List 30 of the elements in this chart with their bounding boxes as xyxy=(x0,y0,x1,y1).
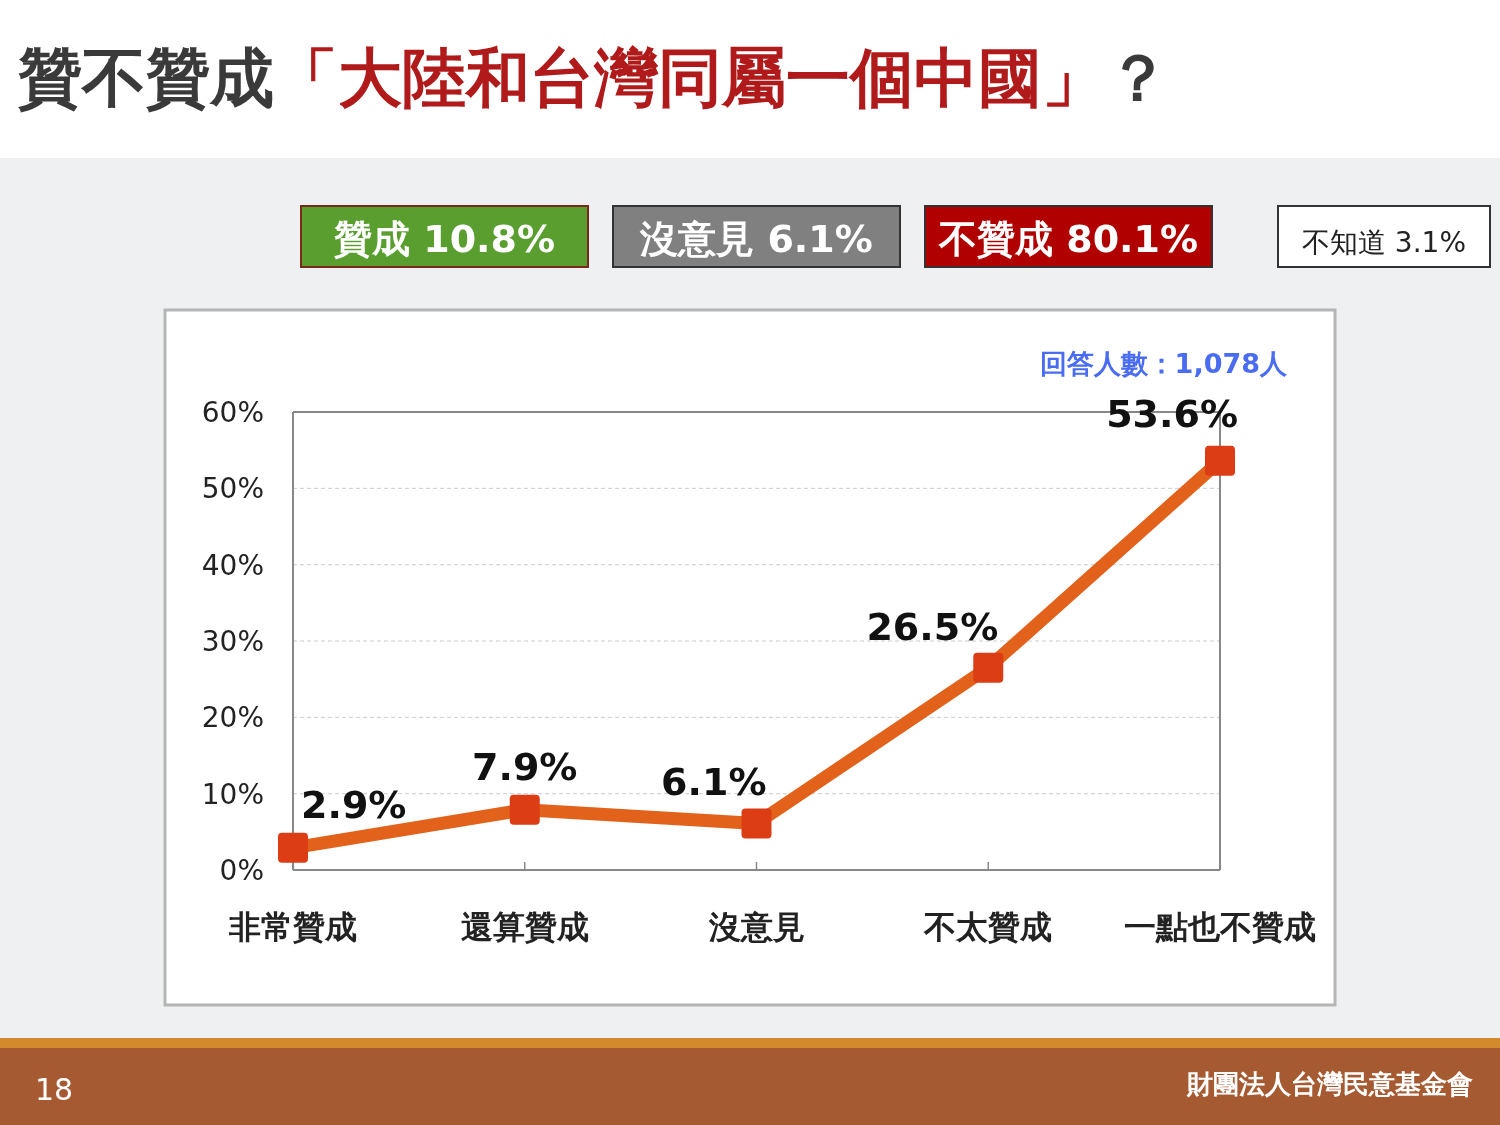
y-tick-label: 30% xyxy=(201,625,264,658)
data-label: 7.9% xyxy=(472,744,578,789)
data-label: 26.5% xyxy=(866,604,999,649)
x-tick-label: 沒意見 xyxy=(707,908,805,946)
point xyxy=(509,794,540,825)
y-tick-label: 20% xyxy=(201,701,264,735)
point xyxy=(741,808,772,839)
x-tick-label: 還算贊成 xyxy=(460,908,589,946)
text: 不贊成 80.1% xyxy=(937,217,1199,261)
text: 財團法人台灣民意基金會 xyxy=(1186,1069,1473,1099)
y-tick-label: 50% xyxy=(201,472,264,506)
text: 沒意見 6.1% xyxy=(639,217,873,261)
text: 18 xyxy=(35,1072,74,1107)
data-label: 53.6% xyxy=(1106,391,1238,436)
point xyxy=(278,832,308,863)
y-tick-label: 0% xyxy=(219,854,264,887)
x-tick-label: 不太贊成 xyxy=(923,908,1053,946)
text: 贊成 10.8% xyxy=(332,217,556,261)
text: 不知道 3.1% xyxy=(1301,226,1467,259)
point xyxy=(973,652,1004,683)
x-tick-label: 非常贊成 xyxy=(228,908,357,946)
data-label: 2.9% xyxy=(301,782,407,827)
y-tick-label: 60% xyxy=(201,396,264,429)
chart-title: 贊不贊成「大陸和台灣同屬一個中國」？ xyxy=(17,41,1170,115)
x-tick-label: 一點也不贊成 xyxy=(1124,908,1316,946)
y-tick-label: 40% xyxy=(201,548,264,582)
y-tick-label: 10% xyxy=(201,777,264,811)
data-label: 6.1% xyxy=(661,760,767,805)
point xyxy=(1205,445,1235,476)
text: 回答人數：1,078人 xyxy=(1039,348,1288,379)
